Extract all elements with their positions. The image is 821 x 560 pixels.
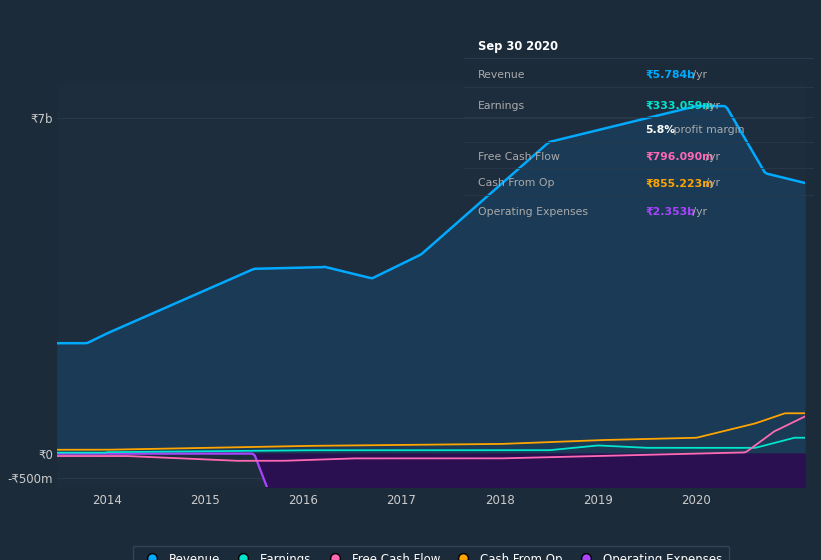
Text: Cash From Op: Cash From Op — [478, 179, 554, 189]
Text: profit margin: profit margin — [671, 125, 745, 136]
Text: /yr: /yr — [702, 152, 720, 162]
Text: /yr: /yr — [690, 70, 707, 80]
Text: Sep 30 2020: Sep 30 2020 — [478, 40, 557, 53]
Text: /yr: /yr — [702, 101, 720, 111]
Text: ₹2.353b: ₹2.353b — [645, 207, 695, 217]
Legend: Revenue, Earnings, Free Cash Flow, Cash From Op, Operating Expenses: Revenue, Earnings, Free Cash Flow, Cash … — [133, 545, 729, 560]
Text: /yr: /yr — [702, 179, 720, 189]
Text: ₹855.223m: ₹855.223m — [645, 179, 713, 189]
Text: Operating Expenses: Operating Expenses — [478, 207, 588, 217]
Text: Revenue: Revenue — [478, 70, 525, 80]
Text: /yr: /yr — [690, 207, 707, 217]
Text: ₹5.784b: ₹5.784b — [645, 70, 695, 80]
Text: Earnings: Earnings — [478, 101, 525, 111]
Text: ₹333.059m: ₹333.059m — [645, 101, 713, 111]
Text: 5.8%: 5.8% — [645, 125, 676, 136]
Text: Free Cash Flow: Free Cash Flow — [478, 152, 560, 162]
Text: ₹796.090m: ₹796.090m — [645, 152, 713, 162]
